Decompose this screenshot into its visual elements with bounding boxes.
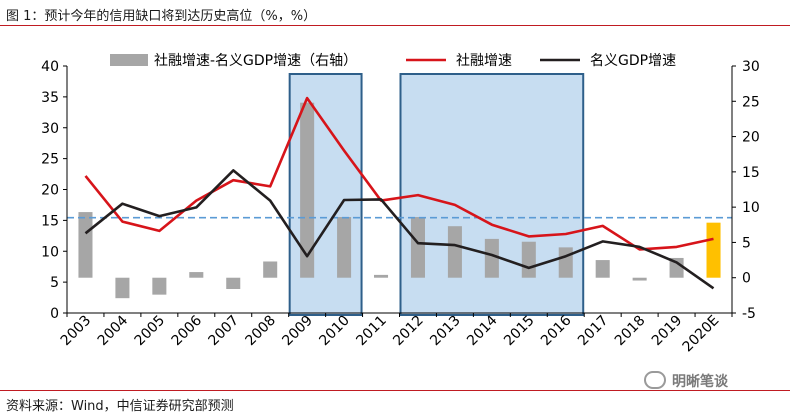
bar-2012 — [410, 217, 425, 278]
x-tick-label-2011: 2011 — [353, 313, 390, 350]
x-tick-label-2012: 2012 — [390, 313, 427, 350]
x-tick-label-2008: 2008 — [243, 313, 280, 350]
x-tick-label-2020E: 2020E — [680, 313, 723, 356]
left-tick-label: 35 — [41, 90, 59, 106]
bar-2005 — [152, 277, 167, 295]
shaded-period-2 — [399, 73, 585, 316]
x-tick-label-2010: 2010 — [316, 313, 353, 350]
source-note: 资料来源：Wind，中信证券研究部预测 — [6, 399, 234, 414]
bar-2011 — [374, 274, 389, 278]
left-tick-label: 10 — [41, 244, 59, 260]
x-tick-label-2018: 2018 — [612, 313, 649, 350]
bar-2013 — [447, 226, 462, 278]
bar-2008 — [263, 261, 278, 278]
bar-2004 — [115, 277, 130, 299]
left-tick-label: 30 — [41, 121, 59, 137]
legend-bar-label: 社融增速-名义GDP增速（右轴） — [154, 53, 357, 69]
x-tick-label-2005: 2005 — [132, 313, 169, 350]
legend-nominal-gdp-label: 名义GDP增速 — [590, 53, 676, 69]
bar-2019 — [669, 257, 684, 278]
x-tick-label-2015: 2015 — [501, 313, 538, 350]
figure-title: 图 1：预计今年的信用缺口将到达历史高位（%，%） — [6, 9, 317, 24]
bar-2010 — [337, 217, 352, 278]
right-tick-label: 5 — [742, 235, 751, 251]
x-tick-label-2006: 2006 — [169, 312, 206, 349]
bar-2018 — [632, 277, 647, 281]
bar-2016 — [558, 247, 573, 278]
bar-2003 — [78, 212, 93, 278]
bar-2020E — [706, 222, 721, 278]
left-tick-label: 5 — [50, 275, 59, 291]
nominal-gdp-line — [84, 169, 715, 290]
left-tick-label: 20 — [41, 183, 59, 199]
right-tick-label: 10 — [742, 200, 760, 216]
legend-social-financing-label: 社融增速 — [456, 53, 512, 69]
watermark-text: 明晰笔谈 — [672, 374, 728, 390]
x-tick-label-2007: 2007 — [206, 313, 243, 350]
right-tick-label: 30 — [742, 59, 760, 75]
x-tick-label-2003: 2003 — [58, 313, 95, 350]
right-tick-label: 15 — [742, 165, 760, 181]
x-tick-label-2016: 2016 — [538, 312, 575, 349]
bar-2015 — [521, 241, 536, 278]
bar-2017 — [595, 260, 610, 278]
social-financing-line — [84, 96, 714, 251]
x-tick-label-2014: 2014 — [464, 312, 501, 349]
legend-bar-swatch — [110, 54, 148, 66]
watermark: 明晰笔谈 — [644, 371, 728, 391]
bar-2007 — [226, 277, 241, 290]
left-tick-label: 15 — [41, 213, 59, 229]
bottom-rule — [0, 390, 790, 391]
right-tick-label: 0 — [742, 271, 751, 287]
left-tick-label: 25 — [41, 152, 59, 168]
bar-2006 — [189, 272, 204, 278]
wechat-icon — [644, 371, 666, 389]
right-tick-label: -5 — [742, 306, 756, 322]
right-tick-label: 25 — [742, 94, 760, 110]
left-tick-label: 0 — [50, 306, 59, 322]
bar-2009 — [300, 102, 315, 278]
top-rule — [0, 25, 790, 26]
x-tick-label-2004: 2004 — [95, 312, 132, 349]
x-tick-label-2017: 2017 — [575, 313, 612, 350]
left-tick-label: 40 — [41, 59, 59, 75]
x-tick-label-2013: 2013 — [427, 313, 464, 350]
x-tick-label-2009: 2009 — [279, 313, 316, 350]
bar-2014 — [484, 238, 499, 278]
right-tick-label: 20 — [742, 130, 760, 146]
